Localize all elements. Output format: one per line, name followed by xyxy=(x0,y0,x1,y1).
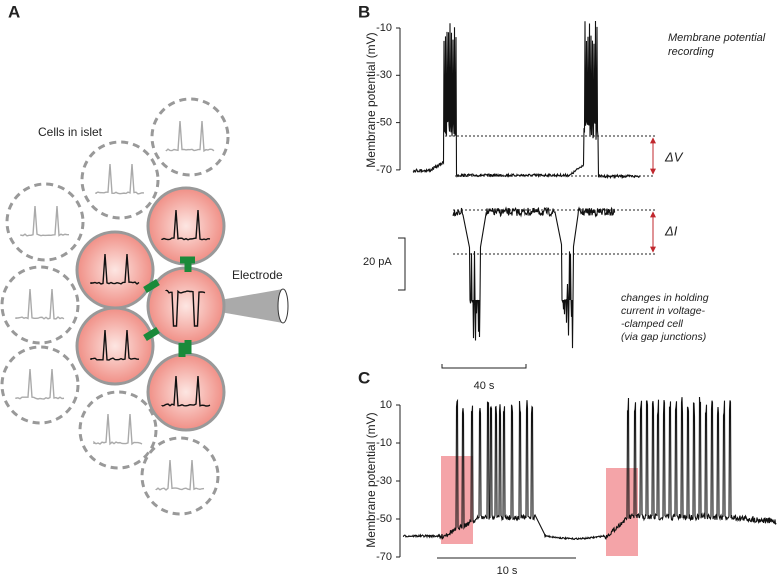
membrane-trace xyxy=(402,396,777,541)
cells-label: Cells in islet xyxy=(38,125,103,139)
cell xyxy=(80,140,160,220)
mini-trace xyxy=(165,120,215,153)
voltage-trace xyxy=(412,20,641,180)
scale-label: 10 s xyxy=(497,565,518,577)
mini-trace xyxy=(161,375,211,407)
cell xyxy=(146,186,226,266)
mini-trace xyxy=(93,413,143,446)
y-tick-label: -10 xyxy=(376,437,392,449)
cell xyxy=(140,436,220,516)
y-tick-label: -10 xyxy=(376,22,392,34)
gap-junction xyxy=(143,327,160,341)
y-tick-label: -70 xyxy=(376,164,392,176)
mini-trace xyxy=(90,253,140,285)
gap-junction xyxy=(143,279,160,293)
mini-trace xyxy=(90,329,140,361)
panel-label: A xyxy=(8,2,20,21)
highlight xyxy=(606,468,638,556)
note: -clamped cell xyxy=(621,318,684,330)
mini-trace xyxy=(15,288,65,320)
delta-label: ΔI xyxy=(664,223,678,238)
electrode-tip xyxy=(277,288,289,324)
cell xyxy=(5,182,85,262)
cell xyxy=(0,265,80,345)
panel-label: B xyxy=(358,2,370,21)
panel-label: C xyxy=(358,368,370,387)
y-tick-label: -30 xyxy=(376,475,392,487)
scale-bar xyxy=(398,237,406,291)
note: (via gap junctions) xyxy=(621,331,706,343)
scale-label: 40 s xyxy=(474,380,495,392)
mini-trace xyxy=(155,459,205,491)
delta-label: ΔV xyxy=(664,149,684,164)
cell xyxy=(0,345,80,425)
y-tick-label: -30 xyxy=(376,69,392,81)
scale-bar xyxy=(441,364,527,369)
current-trace xyxy=(452,206,616,349)
highlight xyxy=(441,456,473,544)
note: Membrane potential xyxy=(668,32,766,44)
y-tick-label: 10 xyxy=(380,399,392,411)
electrode xyxy=(220,289,283,323)
mini-trace xyxy=(95,163,145,195)
y-tick-label: -50 xyxy=(376,513,392,525)
mini-trace xyxy=(15,368,65,400)
scale-label: 20 pA xyxy=(363,256,392,268)
y-axis-label: Membrane potential (mV) xyxy=(364,32,378,167)
note: recording xyxy=(668,46,715,58)
electrode-label: Electrode xyxy=(232,268,283,282)
mini-trace xyxy=(20,205,70,237)
y-tick-label: -70 xyxy=(376,551,392,563)
note: changes in holding xyxy=(621,292,709,304)
y-tick-label: -50 xyxy=(376,117,392,129)
cell xyxy=(78,390,158,470)
mini-trace xyxy=(165,289,206,327)
cell xyxy=(75,306,155,386)
cell xyxy=(146,352,226,432)
islet-diagram xyxy=(0,97,289,516)
cell xyxy=(75,230,155,310)
cell xyxy=(150,97,230,177)
y-axis-label: Membrane potential (mV) xyxy=(364,412,378,547)
mini-trace xyxy=(161,209,211,241)
note: current in voltage- xyxy=(621,305,706,317)
